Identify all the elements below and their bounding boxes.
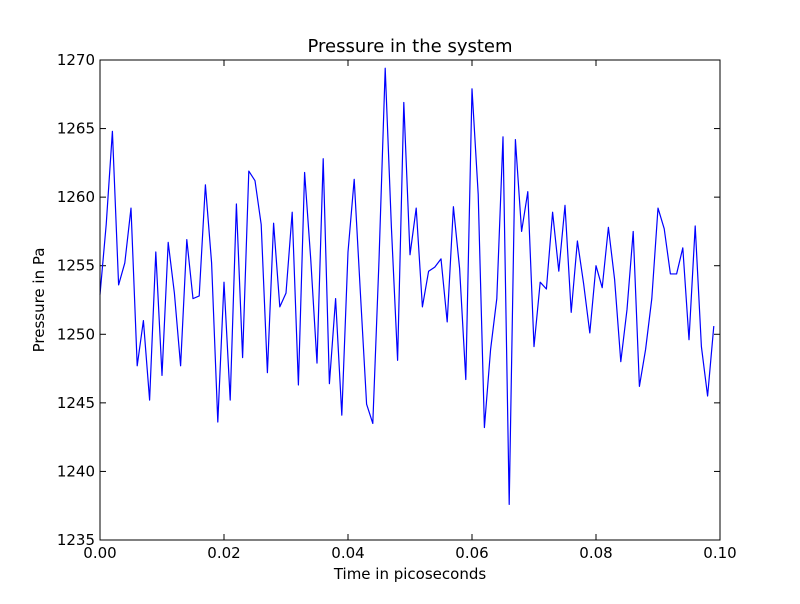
y-tick-label: 1250 [57,325,95,343]
y-axis-label: Pressure in Pa [30,248,48,353]
y-tick-label: 1240 [57,462,95,480]
y-tick-label: 1265 [57,120,95,138]
x-tick-label: 0.02 [207,544,240,562]
x-tick-label: 0.00 [83,544,116,562]
chart-title: Pressure in the system [307,36,512,57]
x-axis-ticks: 0.00 0.02 0.04 0.06 0.08 0.10 [83,60,737,562]
y-tick-label: 1255 [57,257,95,275]
x-tick-label: 0.10 [703,544,736,562]
series-layer [99,67,715,505]
x-tick-label: 0.06 [455,544,488,562]
x-tick-label: 0.04 [331,544,364,562]
y-tick-label: 1270 [57,51,95,69]
y-tick-label: 1235 [57,531,95,549]
pressure-series-line [99,67,715,505]
y-tick-label: 1245 [57,394,95,412]
x-tick-label: 0.08 [579,544,612,562]
plot-frame [99,59,721,541]
x-axis-label: Time in picoseconds [333,565,487,583]
y-tick-label: 1260 [57,188,95,206]
